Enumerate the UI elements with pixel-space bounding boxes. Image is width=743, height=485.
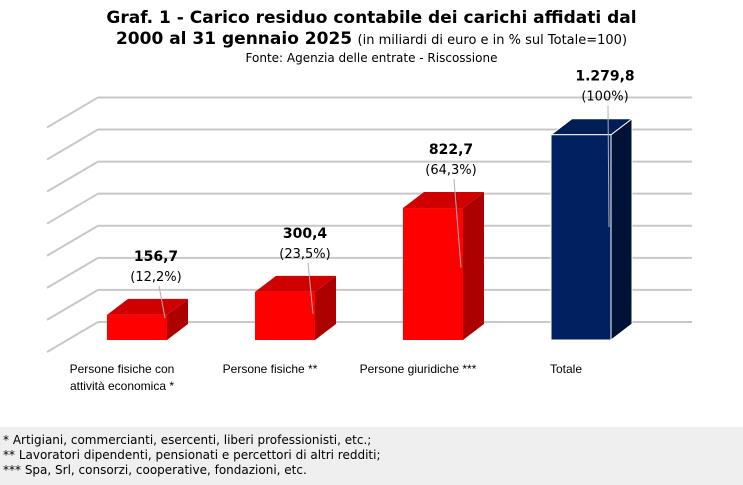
- gridline-depth: [46, 256, 99, 289]
- bar: [255, 291, 315, 340]
- bar: [107, 314, 167, 340]
- data-labels: 156,7 (12,2%) 300,4 (23,5%) 822,7 (64,3%) 1.27…: [130, 69, 634, 285]
- leader-line: [453, 178, 462, 268]
- footnote-3: *** Spa, Srl, consorzi, cooperative, fon…: [3, 463, 307, 477]
- bar-side: [167, 298, 188, 340]
- data-label-value: 822,7: [429, 142, 473, 158]
- gridline-depth: [46, 289, 99, 321]
- chart-subtitle: (in miliardi di euro e in % sul Totale=1…: [357, 33, 628, 48]
- bar-side: [463, 192, 484, 340]
- gridline-depth: [46, 128, 99, 161]
- data-label-value: 1.279,8: [575, 69, 634, 85]
- data-label-percent: (100%): [581, 90, 628, 105]
- bar-side: [610, 117, 633, 342]
- leader-line: [158, 285, 166, 319]
- leader-lines: [158, 105, 610, 319]
- data-label-value: 300,4: [283, 226, 328, 242]
- chart-title-block: Graf. 1 - Carico residuo contabile dei c…: [0, 8, 743, 66]
- footnotes: * Artigiani, commercianti, esercenti, li…: [0, 427, 743, 485]
- bar-side: [315, 275, 336, 340]
- chart-source: Fonte: Agenzia delle entrate - Riscossio…: [245, 51, 498, 65]
- bars: [107, 117, 634, 342]
- gridline-depth: [46, 321, 99, 353]
- category-label: Persone fisiche **: [223, 362, 318, 376]
- chart-title-line2: 2000 al 31 gennaio 2025 (in miliardi di …: [0, 29, 743, 51]
- gridline-depth: [46, 192, 99, 225]
- data-label-percent: (64,3%): [425, 163, 476, 178]
- category-labels: Persone fisiche con attività economica * P…: [70, 362, 583, 393]
- category-label: Totale: [550, 362, 582, 376]
- bar: [550, 134, 612, 341]
- gridline-depth: [46, 96, 99, 129]
- leader-line: [607, 105, 610, 228]
- gridline-depth: [46, 224, 99, 257]
- category-label: attività economica *: [70, 379, 174, 393]
- bar: [403, 208, 463, 340]
- gridline-depth: [46, 160, 99, 193]
- data-label-value: 156,7: [134, 249, 178, 265]
- data-label-percent: (12,2%): [130, 270, 181, 285]
- chart-title: Graf. 1 - Carico residuo contabile dei c…: [106, 8, 637, 28]
- footnote-1: * Artigiani, commercianti, esercenti, li…: [3, 433, 372, 447]
- chart-title-period: 2000 al 31 gennaio 2025: [115, 29, 353, 49]
- footnote-2: ** Lavoratori dipendenti, pensionati e p…: [3, 448, 381, 462]
- bar-top: [107, 298, 188, 315]
- category-label: Persone fisiche con: [70, 362, 175, 376]
- bar-top: [255, 275, 336, 292]
- chart-plot: 156,7 (12,2%) 300,4 (23,5%) 822,7 (64,3%) 1.27…: [46, 69, 692, 393]
- category-label: Persone giuridiche ***: [360, 362, 477, 376]
- data-label-percent: (23,5%): [279, 247, 330, 262]
- bar-top: [403, 192, 484, 209]
- leader-line: [307, 262, 314, 314]
